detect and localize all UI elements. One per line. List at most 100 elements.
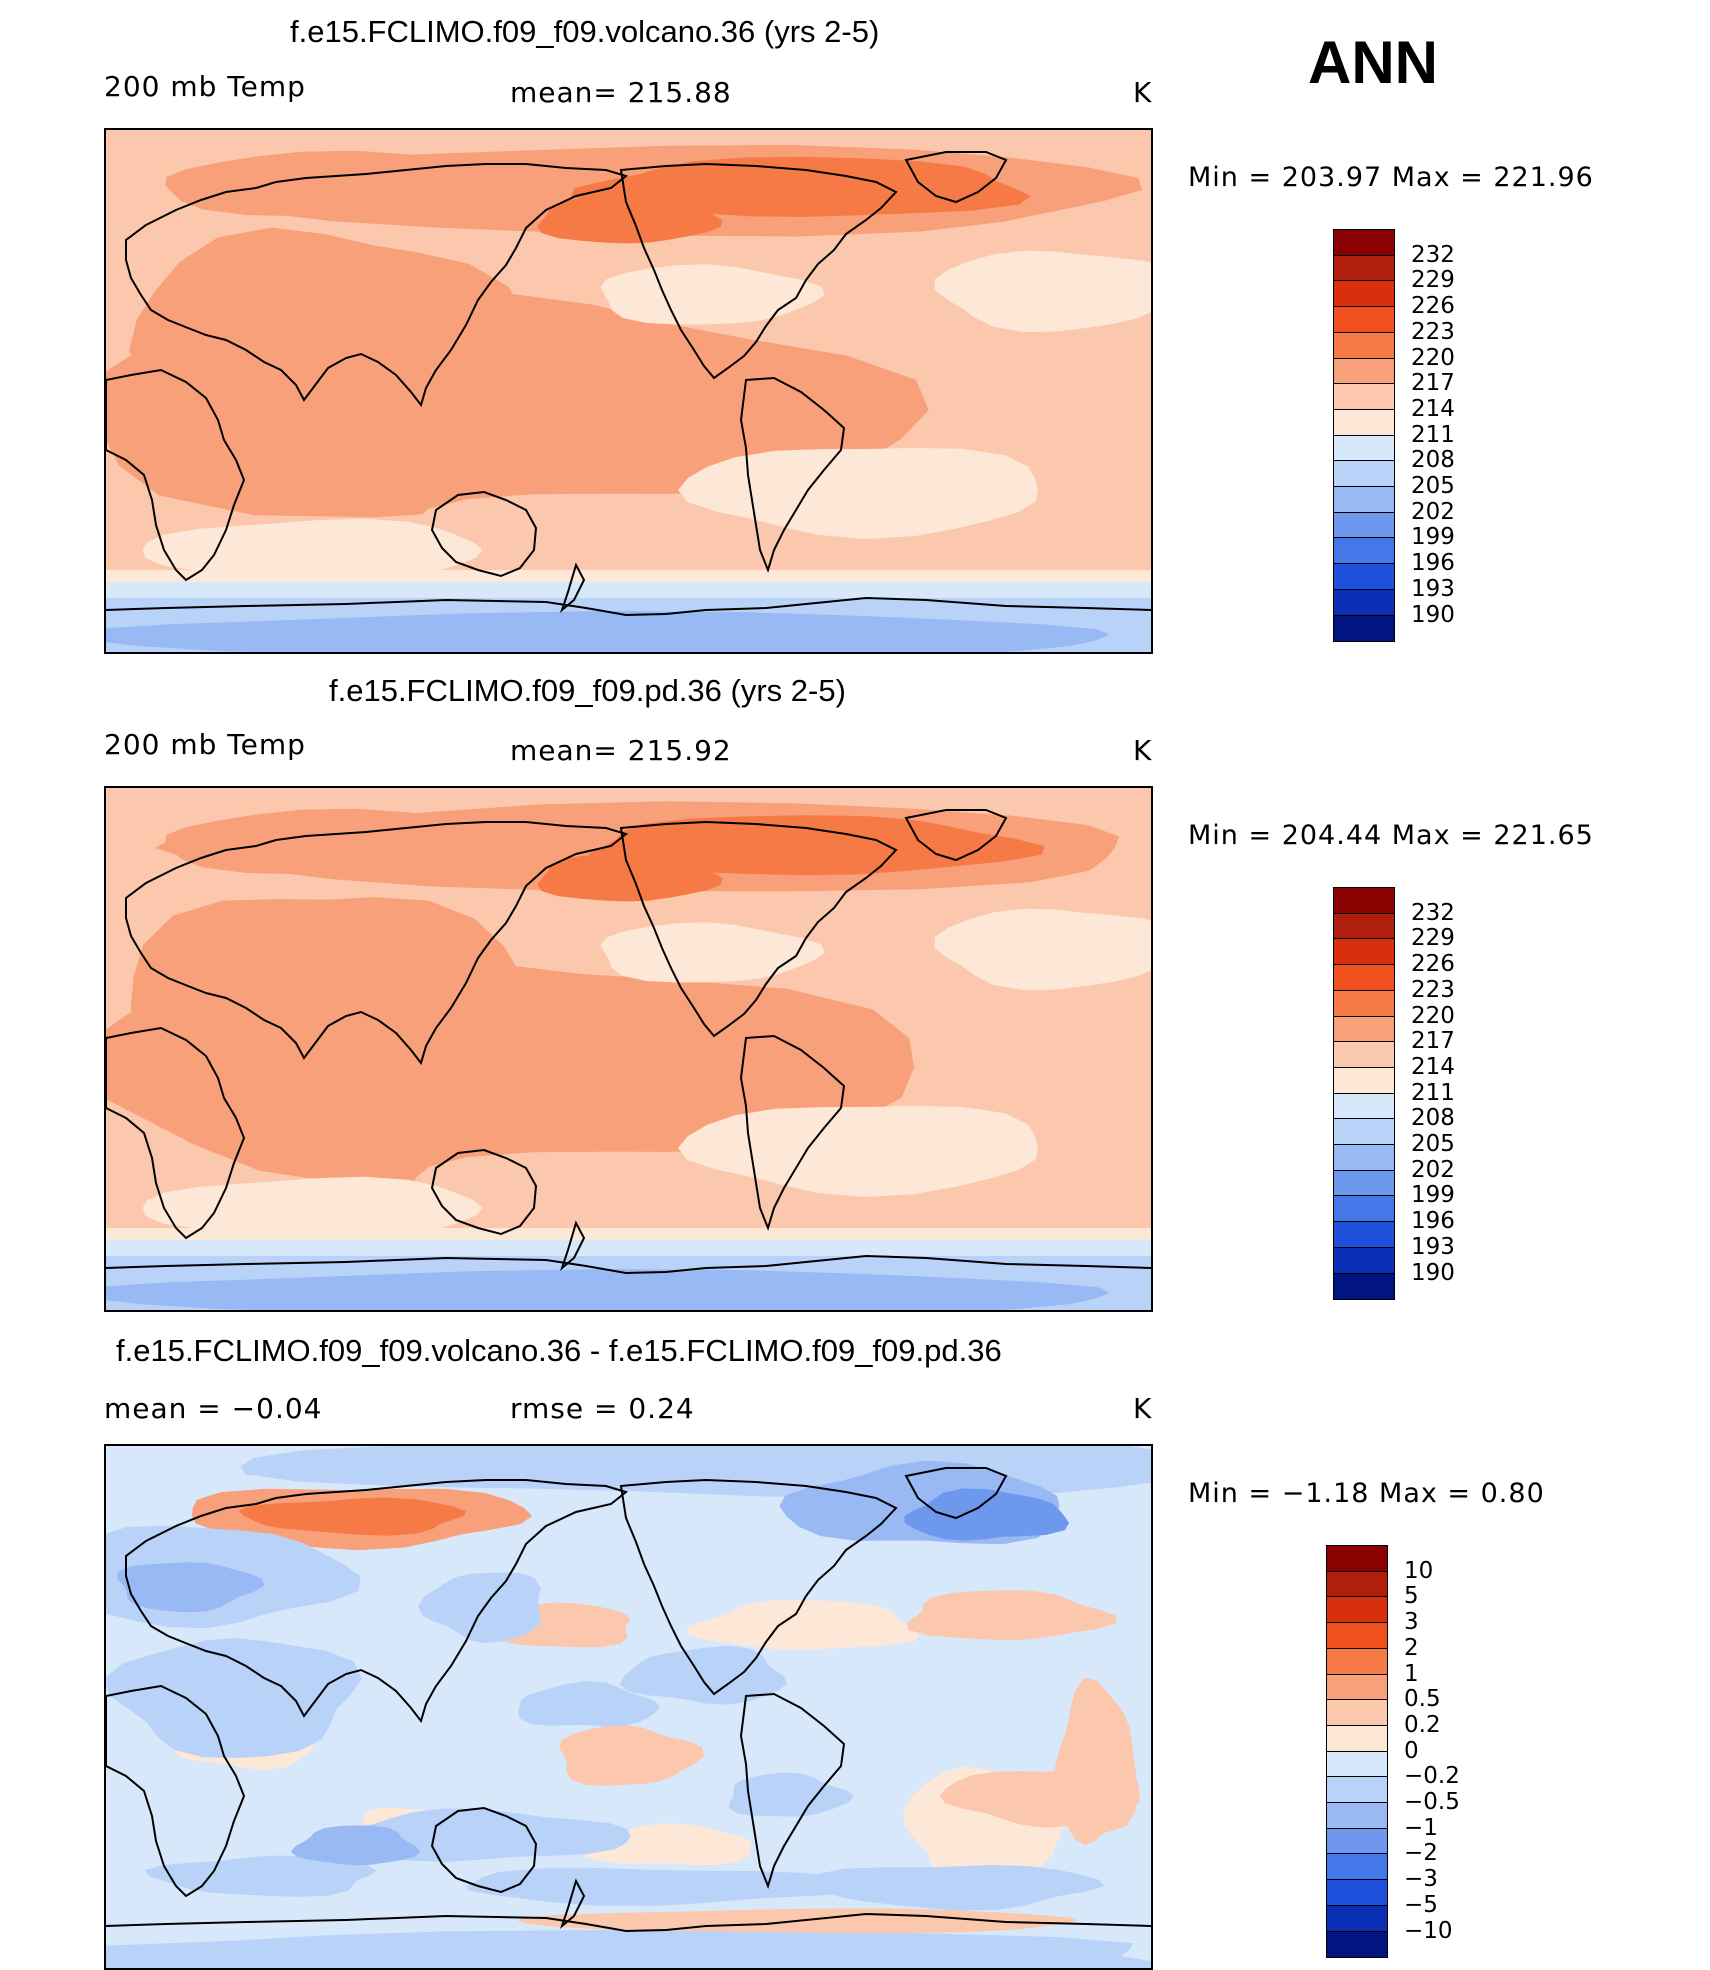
colorbar-label: 214 — [1411, 1053, 1455, 1080]
colorbar-swatch — [1333, 938, 1395, 966]
coastline — [106, 1026, 246, 1240]
colorbar-label: 220 — [1411, 1002, 1455, 1029]
colorbar-swatch — [1333, 280, 1395, 308]
panel-1-title: f.e15.FCLIMO.f09_f09.volcano.36 (yrs 2-5… — [290, 14, 880, 49]
coastline — [106, 1684, 246, 1898]
coastline — [904, 1467, 1008, 1520]
colorbar-swatch — [1333, 989, 1395, 1017]
map-field — [934, 908, 1151, 990]
map-field — [934, 250, 1151, 332]
panel-2-minmax: Min = 204.44 Max = 221.65 — [1188, 820, 1594, 851]
colorbar-label: −0.5 — [1404, 1789, 1460, 1815]
panel-2-title: f.e15.FCLIMO.f09_f09.pd.36 (yrs 2-5) — [329, 673, 846, 708]
panel-3-minmax: Min = −1.18 Max = 0.80 — [1188, 1478, 1545, 1509]
map-field — [165, 808, 566, 875]
map-field — [588, 815, 1045, 876]
colorbar-swatch — [1333, 1015, 1395, 1043]
colorbar-label: 2 — [1404, 1634, 1419, 1661]
map-field — [537, 853, 723, 902]
colorbar-swatch — [1333, 887, 1395, 915]
colorbar-label: −1 — [1404, 1814, 1438, 1841]
panel-1-variable: 200 mb Temp — [104, 70, 306, 103]
colorbar-swatch — [1326, 1570, 1388, 1598]
colorbar-label: 217 — [1411, 370, 1455, 397]
colorbar-swatch — [1333, 1066, 1395, 1095]
colorbar-swatch — [1326, 1750, 1388, 1778]
colorbar-swatch — [1333, 912, 1395, 940]
coastline — [619, 1478, 898, 1696]
map-field — [290, 1825, 421, 1866]
coastline — [125, 163, 629, 408]
colorbar-swatch — [1326, 1776, 1388, 1804]
map-field — [106, 1638, 362, 1758]
colorbar-label: −2 — [1404, 1840, 1438, 1867]
colorbar-label: 199 — [1411, 1182, 1455, 1209]
colorbar-label: 199 — [1411, 524, 1455, 551]
colorbar-swatch — [1333, 1144, 1395, 1172]
map-field — [678, 448, 1039, 539]
colorbar-swatch — [1333, 614, 1395, 642]
colorbar-swatch — [1326, 1930, 1388, 1958]
colorbar-swatch — [1326, 1827, 1388, 1855]
map-field — [106, 1930, 1151, 1968]
colorbar-label: 223 — [1411, 318, 1455, 345]
colorbar-swatch — [1326, 1904, 1388, 1932]
map-field — [466, 1868, 867, 1906]
colorbar-swatch — [1326, 1545, 1388, 1573]
colorbar-label: −10 — [1404, 1917, 1453, 1944]
map-field — [165, 150, 566, 217]
colorbar-label: 232 — [1411, 241, 1455, 268]
map-field — [904, 1488, 1070, 1541]
colorbar-label: 226 — [1411, 293, 1455, 320]
map-field — [537, 195, 723, 244]
panel-2-units: K — [1133, 734, 1153, 767]
coastline — [106, 596, 1151, 617]
map-field — [619, 1645, 787, 1705]
coastline — [619, 820, 898, 1038]
coastline — [125, 821, 629, 1066]
colorbar-swatch — [1326, 1699, 1388, 1727]
colorbar-label: 205 — [1411, 1131, 1455, 1157]
panel-3-title: f.e15.FCLIMO.f09_f09.volcano.36 - f.e15.… — [116, 1333, 1002, 1368]
colorbar-swatch — [1333, 511, 1395, 539]
map-field — [1055, 1677, 1138, 1846]
map-field — [417, 1572, 541, 1644]
colorbar-swatch — [1333, 964, 1395, 992]
panel-3-mean: mean = −0.04 — [104, 1392, 323, 1425]
colorbar-swatch — [1333, 434, 1395, 462]
coastline — [106, 1254, 1151, 1275]
map-field — [685, 1599, 920, 1650]
colorbar-swatch — [1333, 486, 1395, 514]
colorbar-label: 196 — [1411, 550, 1455, 577]
colorbar-swatch — [1333, 1195, 1395, 1223]
colorbar-label: 196 — [1411, 1208, 1455, 1235]
coastline — [430, 1148, 538, 1236]
colorbar-swatch — [1333, 537, 1395, 565]
colorbar-label: 226 — [1411, 951, 1455, 978]
colorbar-swatch — [1333, 331, 1395, 359]
map-field — [728, 1772, 854, 1817]
colorbar-swatch — [1326, 1724, 1388, 1753]
colorbar-label: 193 — [1411, 1233, 1455, 1260]
colorbar-label: 10 — [1404, 1557, 1434, 1584]
colorbar-swatch — [1333, 229, 1395, 257]
map-field — [130, 897, 531, 1140]
map-field — [571, 156, 1031, 217]
colorbar-swatch — [1326, 1596, 1388, 1624]
map-field — [142, 1176, 483, 1240]
coastline — [904, 809, 1008, 862]
season-label: ANN — [1308, 29, 1438, 96]
panel-1-mean: mean= 215.88 — [510, 76, 732, 109]
colorbar-label: 0.5 — [1404, 1686, 1441, 1713]
colorbar-swatch — [1333, 588, 1395, 616]
colorbar-swatch — [1326, 1647, 1388, 1675]
colorbar-swatch — [1333, 563, 1395, 591]
colorbar-label: 193 — [1411, 575, 1455, 602]
panel-3-units: K — [1133, 1392, 1153, 1425]
panel-1-minmax: Min = 203.97 Max = 221.96 — [1188, 162, 1594, 193]
colorbar-swatch — [1333, 1272, 1395, 1300]
colorbar-label: −3 — [1404, 1866, 1438, 1893]
coastline — [430, 490, 538, 578]
colorbar-swatch — [1326, 1802, 1388, 1830]
colorbar-label: 190 — [1411, 1259, 1455, 1286]
